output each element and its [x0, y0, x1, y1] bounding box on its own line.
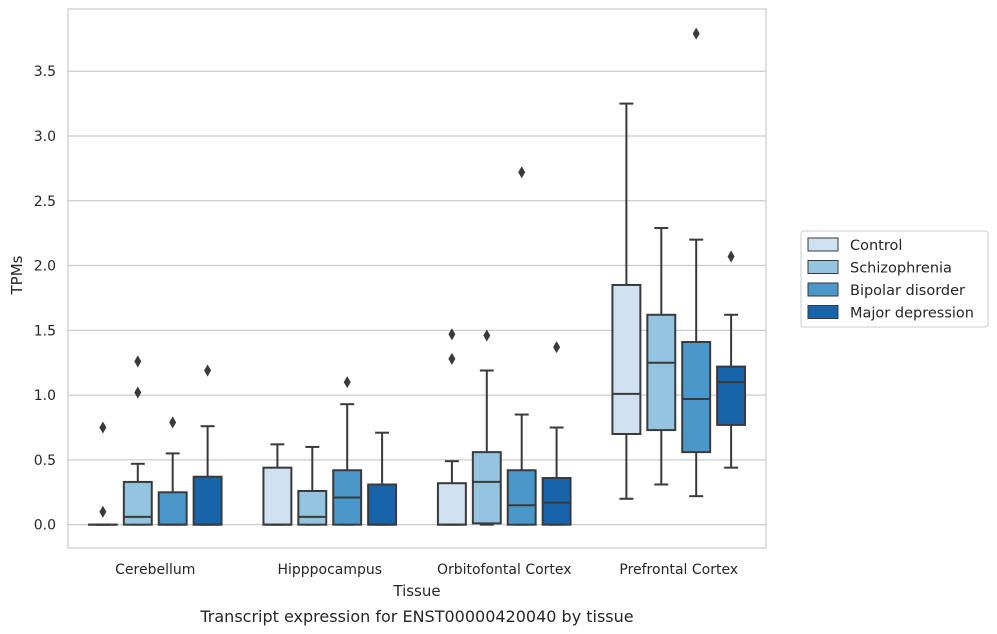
box-plot	[332, 376, 363, 526]
outlier-point	[343, 376, 351, 389]
outlier-point	[448, 328, 456, 341]
x-tick-label: Hipppocampus	[277, 562, 382, 578]
legend-label: Control	[850, 238, 902, 254]
box-plot	[541, 341, 572, 526]
box-plot	[471, 329, 502, 526]
box	[436, 482, 467, 526]
y-tick-label: 1.0	[34, 388, 56, 404]
legend-swatch	[807, 282, 839, 297]
box	[646, 313, 677, 432]
outlier-point	[727, 250, 735, 263]
box-plot	[122, 355, 153, 526]
box	[506, 469, 537, 526]
legend-label: Bipolar disorder	[850, 283, 965, 299]
x-tick-label: Cerebellum	[115, 562, 195, 578]
box-plot	[262, 443, 293, 526]
outlier-point	[99, 505, 107, 518]
y-tick-label: 1.5	[34, 323, 56, 339]
outlier-point	[553, 341, 561, 354]
box-plot	[157, 416, 188, 526]
box	[471, 451, 502, 525]
outlier-point	[483, 329, 491, 342]
outlier-point	[99, 421, 107, 434]
chart-caption: Transcript expression for ENST0000042004…	[199, 607, 633, 626]
series-control	[87, 102, 642, 526]
y-tick-label: 3.0	[34, 129, 56, 145]
box-plot	[436, 328, 467, 526]
y-axis-ticks: 0.0 0.5 1.0 1.5 2.0 2.5 3.0 3.5	[34, 64, 56, 533]
box-plot	[297, 445, 328, 526]
box-plot	[681, 27, 712, 498]
legend-label: Schizophrenia	[850, 261, 952, 277]
box-plot	[646, 226, 677, 486]
x-axis-label: Tissue	[392, 582, 440, 600]
x-tick-label: Prefrontal Cortex	[619, 562, 738, 578]
outlier-point	[134, 355, 142, 368]
legend-swatch	[807, 305, 839, 319]
legend-frame	[800, 230, 989, 328]
box	[611, 283, 642, 435]
legend: Control Schizophrenia Bipolar disorder Majo…	[800, 230, 989, 328]
plot-area	[68, 9, 766, 548]
y-tick-label: 2.0	[34, 259, 56, 275]
y-tick-label: 2.5	[34, 194, 56, 210]
y-axis-label: TPMs	[8, 255, 26, 295]
box	[192, 475, 223, 526]
outlier-point	[692, 27, 700, 40]
box	[367, 483, 398, 526]
series-schizophrenia	[122, 226, 677, 526]
box	[297, 489, 328, 526]
x-tick-label: Orbitofontal Cortex	[437, 562, 572, 578]
series-bipolar-disorder	[157, 27, 712, 526]
box-plot	[716, 250, 747, 469]
outlier-point	[204, 364, 212, 377]
box-series	[87, 27, 747, 526]
x-axis-ticks: Cerebellum Hipppocampus Orbitofontal Corte…	[115, 562, 738, 578]
box-plot	[506, 166, 537, 526]
box	[157, 491, 188, 526]
legend-label: Major depression	[850, 306, 974, 322]
box	[681, 340, 712, 454]
box-plot	[367, 431, 398, 526]
box	[716, 365, 747, 426]
box	[262, 466, 293, 526]
outlier-point	[134, 386, 142, 399]
box	[541, 477, 572, 526]
plot-frame	[67, 8, 767, 549]
box	[122, 480, 153, 526]
outlier-point	[448, 352, 456, 365]
box-plot	[192, 364, 223, 526]
outlier-point	[518, 166, 526, 179]
legend-swatch	[807, 237, 839, 252]
y-tick-label: 0.5	[34, 453, 56, 469]
box-plot	[611, 102, 642, 500]
series-major-depression	[192, 250, 747, 526]
legend-swatch	[807, 260, 839, 274]
y-tick-label: 0.0	[34, 518, 56, 534]
outlier-point	[169, 416, 177, 429]
box-plot	[87, 421, 118, 526]
y-tick-label: 3.5	[34, 64, 56, 80]
